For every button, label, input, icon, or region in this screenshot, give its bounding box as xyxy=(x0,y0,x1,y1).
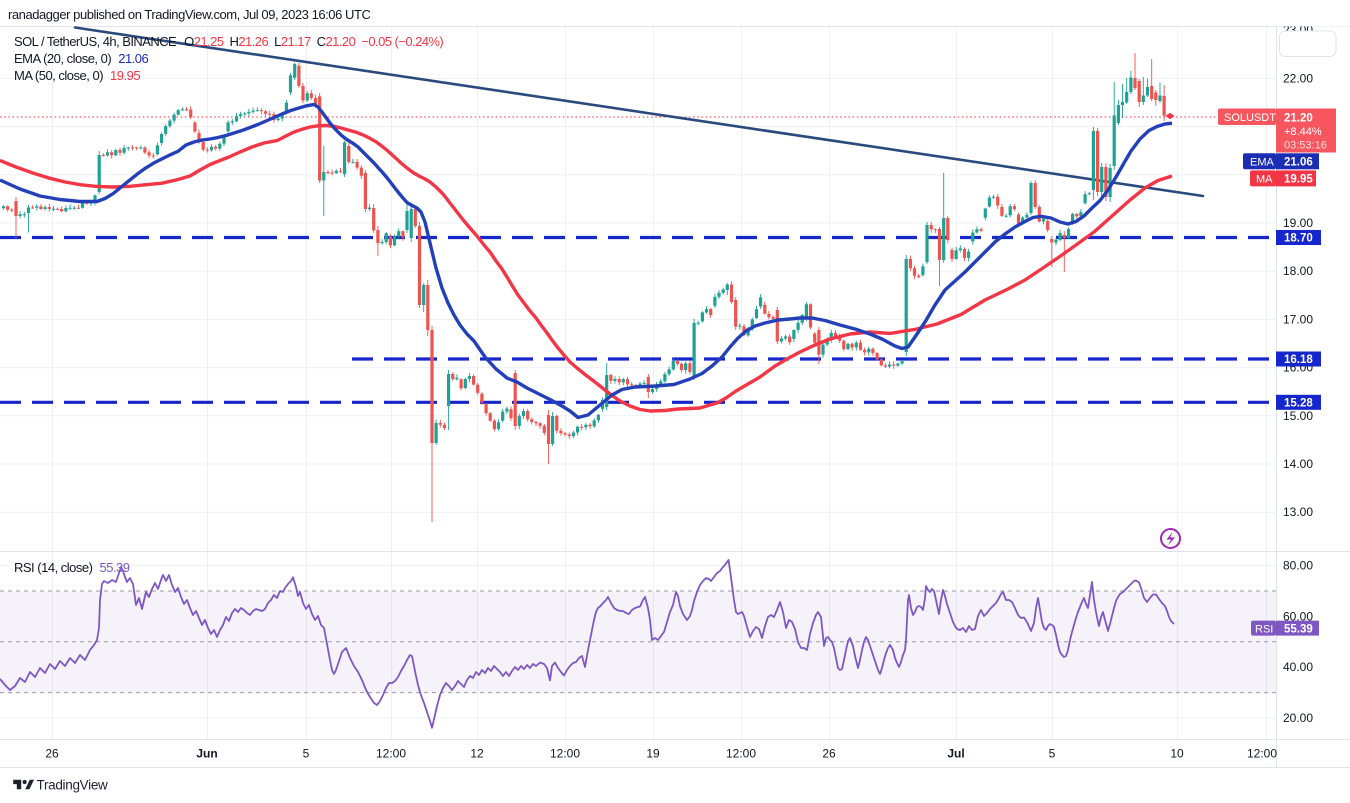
svg-text:5: 5 xyxy=(303,747,310,761)
svg-text:EMA (20, close, 0)21.06: EMA (20, close, 0) 21.06 xyxy=(14,51,149,66)
svg-text:Jul: Jul xyxy=(947,747,964,761)
svg-text:80.00: 80.00 xyxy=(1283,559,1313,573)
svg-text:Jun: Jun xyxy=(196,747,217,761)
svg-text:12:00: 12:00 xyxy=(726,747,756,761)
svg-text:22.00: 22.00 xyxy=(1283,71,1313,85)
svg-text:15.28: 15.28 xyxy=(1284,397,1313,409)
svg-text:40.00: 40.00 xyxy=(1283,660,1313,674)
svg-text:21.20: 21.20 xyxy=(1284,112,1313,124)
svg-text:12:00: 12:00 xyxy=(1247,747,1277,761)
svg-text:SOLUSDT: SOLUSDT xyxy=(1224,112,1276,124)
svg-text:20.00: 20.00 xyxy=(1283,711,1313,725)
svg-text:21.06: 21.06 xyxy=(1284,157,1313,169)
svg-text:12:00: 12:00 xyxy=(550,747,580,761)
svg-text:18.00: 18.00 xyxy=(1283,264,1313,278)
svg-text:14.00: 14.00 xyxy=(1283,457,1313,471)
svg-text:RSI (14, close)55.39: RSI (14, close) 55.39 xyxy=(14,560,130,575)
svg-text:TradingView: TradingView xyxy=(37,777,109,792)
svg-text:RSI: RSI xyxy=(1255,623,1273,635)
svg-text:MA (50, close, 0)19.95: MA (50, close, 0) 19.95 xyxy=(14,68,140,83)
svg-text:12:00: 12:00 xyxy=(376,747,406,761)
svg-text:26: 26 xyxy=(822,747,836,761)
svg-text:13.00: 13.00 xyxy=(1283,505,1313,519)
svg-text:ranadagger published on Tradin: ranadagger published on TradingView.com,… xyxy=(8,7,370,22)
svg-text:15.00: 15.00 xyxy=(1283,409,1313,423)
svg-text:16.18: 16.18 xyxy=(1284,354,1313,366)
svg-text:19: 19 xyxy=(646,747,660,761)
svg-text:19.00: 19.00 xyxy=(1283,216,1313,230)
svg-text:55.39: 55.39 xyxy=(1284,623,1313,635)
svg-text:MA: MA xyxy=(1256,173,1273,185)
svg-text:26: 26 xyxy=(45,747,59,761)
svg-text:+8.44%: +8.44% xyxy=(1284,126,1322,138)
svg-text:EMA: EMA xyxy=(1250,156,1275,168)
svg-text:03:53:16: 03:53:16 xyxy=(1284,139,1327,151)
svg-text:60.00: 60.00 xyxy=(1283,609,1313,623)
svg-text:5: 5 xyxy=(1049,747,1056,761)
svg-text:19.95: 19.95 xyxy=(1284,174,1313,186)
svg-text:17.00: 17.00 xyxy=(1283,312,1313,326)
svg-text:18.70: 18.70 xyxy=(1284,233,1313,245)
svg-text:12: 12 xyxy=(470,747,484,761)
svg-text:10: 10 xyxy=(1170,747,1184,761)
